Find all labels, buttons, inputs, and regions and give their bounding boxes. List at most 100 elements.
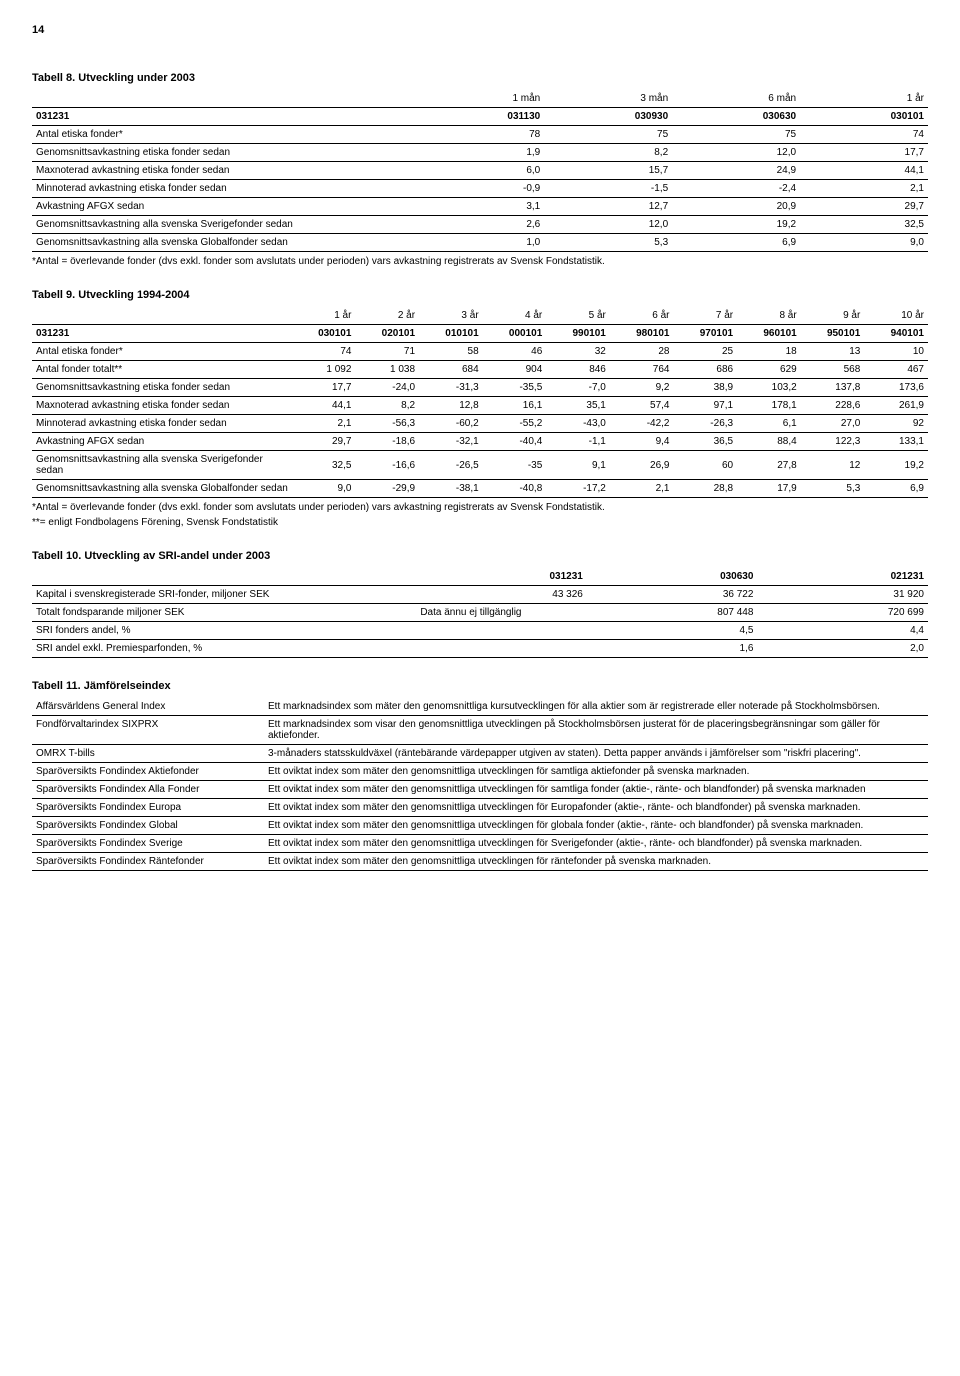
table-row: Totalt fondsparande miljoner SEKData änn…	[32, 604, 928, 622]
table-cell: 3,1	[416, 198, 544, 216]
table-cell: 5,3	[801, 480, 865, 498]
table-cell: -16,6	[355, 451, 419, 480]
table-header-cell: 1 mån	[416, 90, 544, 108]
table-cell: 1,9	[416, 144, 544, 162]
table-row: Maxnoterad avkastning etiska fonder seda…	[32, 397, 928, 415]
table-header-cell: 3 år	[419, 307, 483, 325]
table-cell: -18,6	[355, 433, 419, 451]
table-cell: 17,9	[737, 480, 801, 498]
table-cell: -35	[483, 451, 547, 480]
table-cell: 1,0	[416, 234, 544, 252]
index-description: Ett marknadsindex som visar den genomsni…	[264, 716, 928, 745]
table-header-cell: 940101	[864, 325, 928, 343]
table-row: Genomsnittsavkastning etiska fonder seda…	[32, 144, 928, 162]
table-cell: 75	[544, 126, 672, 144]
table-cell: -26,3	[673, 415, 737, 433]
index-description: Ett oviktat index som mäter den genomsni…	[264, 799, 928, 817]
table-cell: 6,9	[672, 234, 800, 252]
index-description: Ett marknadsindex som mäter den genomsni…	[264, 698, 928, 716]
table-row: Genomsnittsavkastning alla svenska Sveri…	[32, 216, 928, 234]
table-cell: 6,1	[737, 415, 801, 433]
table-cell: -35,5	[483, 379, 547, 397]
table-row: Minnoterad avkastning etiska fonder seda…	[32, 415, 928, 433]
table8-footnote: *Antal = överlevande fonder (dvs exkl. f…	[32, 256, 928, 267]
table-cell: 12,7	[544, 198, 672, 216]
table-header-cell: 030930	[544, 108, 672, 126]
table-cell: 9,4	[610, 433, 674, 451]
table-cell: -40,4	[483, 433, 547, 451]
table11: Affärsvärldens General IndexEtt marknads…	[32, 698, 928, 871]
table-cell: Maxnoterad avkastning etiska fonder seda…	[32, 162, 416, 180]
table-header-cell: 000101	[483, 325, 547, 343]
table-cell: 2,0	[757, 640, 928, 658]
table-cell: 4,4	[757, 622, 928, 640]
index-description: Ett oviktat index som mäter den genomsni…	[264, 817, 928, 835]
table-header-cell: 8 år	[737, 307, 801, 325]
table-row: Antal etiska fonder*74715846322825181310	[32, 343, 928, 361]
table-cell: 1,6	[587, 640, 758, 658]
table-cell: 29,7	[800, 198, 928, 216]
table-cell: 46	[483, 343, 547, 361]
table-cell	[416, 640, 587, 658]
table-cell: 137,8	[801, 379, 865, 397]
table-header-cell: 960101	[737, 325, 801, 343]
table-cell: -32,1	[419, 433, 483, 451]
table-cell: 75	[672, 126, 800, 144]
index-name: Sparöversikts Fondindex Alla Fonder	[32, 781, 264, 799]
table-cell: 27,8	[737, 451, 801, 480]
table-cell: 36,5	[673, 433, 737, 451]
table9-footnote1: *Antal = överlevande fonder (dvs exkl. f…	[32, 502, 928, 513]
table-row: Minnoterad avkastning etiska fonder seda…	[32, 180, 928, 198]
table-cell: 173,6	[864, 379, 928, 397]
table-row: SRI andel exkl. Premiesparfonden, %1,62,…	[32, 640, 928, 658]
table-cell: 568	[801, 361, 865, 379]
table-cell: 133,1	[864, 433, 928, 451]
table-cell: Genomsnittsavkastning etiska fonder seda…	[32, 144, 416, 162]
table-cell: -38,1	[419, 480, 483, 498]
table-cell: 17,7	[292, 379, 356, 397]
table-cell: Avkastning AFGX sedan	[32, 198, 416, 216]
table-row: Avkastning AFGX sedan29,7-18,6-32,1-40,4…	[32, 433, 928, 451]
table-cell: 78	[416, 126, 544, 144]
table-header-cell: 031231	[32, 108, 416, 126]
table-header-cell: 7 år	[673, 307, 737, 325]
table-cell: 24,9	[672, 162, 800, 180]
table-row: Sparöversikts Fondindex AktiefonderEtt o…	[32, 763, 928, 781]
table-cell: Maxnoterad avkastning etiska fonder seda…	[32, 397, 292, 415]
table-cell: 807 448	[587, 604, 758, 622]
table-cell: 1 038	[355, 361, 419, 379]
index-description: 3-månaders statsskuldväxel (räntebärande…	[264, 745, 928, 763]
index-name: Affärsvärldens General Index	[32, 698, 264, 716]
table-header-cell: 020101	[355, 325, 419, 343]
table9-title: Tabell 9. Utveckling 1994-2004	[32, 289, 928, 301]
table-cell: 6,0	[416, 162, 544, 180]
page-number: 14	[32, 24, 928, 36]
table-cell: 10	[864, 343, 928, 361]
table-cell: Antal fonder totalt**	[32, 361, 292, 379]
table-row: Antal etiska fonder*78757574	[32, 126, 928, 144]
table-cell: -7,0	[546, 379, 610, 397]
table-cell: 122,3	[801, 433, 865, 451]
table-cell: 5,3	[544, 234, 672, 252]
index-description: Ett oviktat index som mäter den genomsni…	[264, 763, 928, 781]
table-cell: 12,8	[419, 397, 483, 415]
table-row: Sparöversikts Fondindex GlobalEtt ovikta…	[32, 817, 928, 835]
table-cell: 32,5	[292, 451, 356, 480]
table-row: Antal fonder totalt**1 0921 038684904846…	[32, 361, 928, 379]
table-cell: 17,7	[800, 144, 928, 162]
table-cell: -55,2	[483, 415, 547, 433]
table-cell: 57,4	[610, 397, 674, 415]
table-cell: Avkastning AFGX sedan	[32, 433, 292, 451]
table-row: Maxnoterad avkastning etiska fonder seda…	[32, 162, 928, 180]
table-cell: 764	[610, 361, 674, 379]
table-cell: -42,2	[610, 415, 674, 433]
table-cell: -1,5	[544, 180, 672, 198]
table-cell: 8,2	[355, 397, 419, 415]
table-cell: 74	[292, 343, 356, 361]
table-cell: 9,0	[800, 234, 928, 252]
table-cell: 15,7	[544, 162, 672, 180]
table-cell: 25	[673, 343, 737, 361]
table-cell: 31 920	[757, 586, 928, 604]
table-cell: 20,9	[672, 198, 800, 216]
table-header-cell	[32, 568, 416, 586]
